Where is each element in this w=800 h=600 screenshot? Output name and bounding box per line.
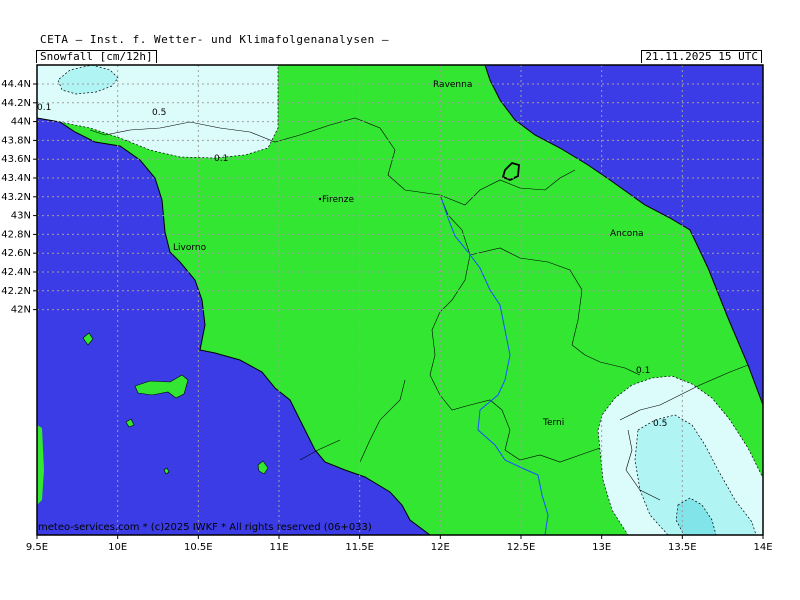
- snow-area-southeast-mid: [634, 414, 757, 535]
- coastline-adriatic: [484, 65, 763, 406]
- y-tick-label: 42.4N: [1, 267, 31, 278]
- san-marino-outline: [501, 161, 520, 181]
- city-label-ravenna: Ravenna: [433, 80, 472, 90]
- parameter-label: Snowfall [cm/12h]: [36, 50, 157, 63]
- y-tick-label: 44N: [11, 117, 31, 128]
- valid-time-label: 21.11.2025 15 UTC: [641, 50, 762, 63]
- x-tick-label: 14E: [753, 542, 772, 553]
- x-tick-label: 10.5E: [184, 542, 213, 553]
- x-tick-label: 13E: [592, 542, 611, 553]
- contour-label-nw-05: 0.5: [152, 108, 166, 118]
- city-marker-firenze: [318, 197, 322, 201]
- land-montecristo: [163, 467, 170, 475]
- y-tick-label: 43.6N: [1, 154, 31, 165]
- y-tick-label: 42.6N: [1, 248, 31, 259]
- y-tick-label: 44.4N: [1, 79, 31, 90]
- y-tick-label: 43.2N: [1, 192, 31, 203]
- river: [441, 199, 549, 535]
- y-tick-label: 42.8N: [1, 229, 31, 240]
- land-mainland: [37, 65, 763, 535]
- contour-label-se-05: 0.5: [653, 419, 667, 429]
- x-tick-label: 10E: [108, 542, 127, 553]
- land-pianosa: [125, 418, 135, 428]
- x-tick-label: 12.5E: [507, 542, 536, 553]
- land-giglio: [257, 460, 269, 475]
- city-label-ancona: Ancona: [610, 229, 644, 239]
- map-fill-layer: [37, 65, 763, 535]
- axis-labels: 44.4N 44.2N 44N 43.8N 43.6N 43.4N 43.2N 43N 42.8…: [1, 79, 772, 553]
- product-title: CETA — Inst. f. Wetter- und Klimafolgena…: [40, 33, 390, 46]
- x-tick-label: 11E: [269, 542, 288, 553]
- snow-area-northwest-inner: [57, 65, 119, 95]
- contour-label-se-01: 0.1: [636, 366, 650, 376]
- parameter-bar: Snowfall [cm/12h] 21.11.2025 15 UTC: [36, 50, 762, 63]
- city-label-livorno: Livorno: [173, 243, 207, 253]
- x-tick-label: 9.5E: [26, 542, 48, 553]
- copyright-footer: meteo-services.com * (c)2025 IWKF * All …: [38, 522, 372, 533]
- map-frame: [36, 64, 764, 536]
- land-capraia: [82, 332, 94, 346]
- y-tick-label: 43N: [11, 211, 31, 222]
- y-tick-label: 43.4N: [1, 173, 31, 184]
- y-tick-label: 43.8N: [1, 135, 31, 146]
- land-corsica-edge: [37, 425, 44, 505]
- city-label-firenze: Firenze: [322, 195, 354, 205]
- city-label-terni: Terni: [542, 418, 564, 428]
- contour-labels: 0.1 0.5 0.1 0.1 0.5: [37, 103, 667, 429]
- city-labels: Ravenna Firenze Livorno Ancona Terni: [173, 80, 644, 428]
- contour-label-nw-01: 0.1: [37, 103, 51, 113]
- region-borders: [89, 117, 749, 501]
- graticule: [37, 65, 763, 535]
- x-tick-label: 13.5E: [668, 542, 697, 553]
- contour-label-nw-01b: 0.1: [214, 154, 228, 164]
- y-tick-label: 42.2N: [1, 286, 31, 297]
- y-tick-label: 42N: [11, 305, 31, 316]
- y-tick-label: 44.2N: [1, 98, 31, 109]
- snow-area-southeast-core: [675, 497, 717, 535]
- x-tick-label: 11.5E: [345, 542, 374, 553]
- coastline: [37, 117, 431, 535]
- land-elba: [134, 374, 189, 399]
- x-tick-label: 12E: [431, 542, 450, 553]
